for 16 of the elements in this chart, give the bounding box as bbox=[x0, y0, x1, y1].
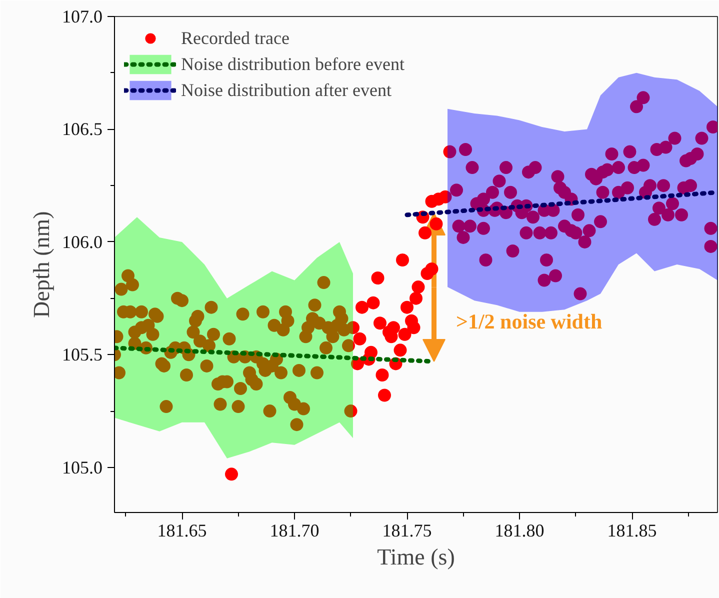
annotation: >1/2 noise width bbox=[456, 309, 602, 334]
legend-label: Recorded trace bbox=[181, 28, 290, 48]
x-tick-label: 181.85 bbox=[607, 520, 657, 540]
y-tick-label: 106.5 bbox=[62, 119, 102, 140]
legend-label: Noise distribution after event bbox=[181, 80, 392, 100]
x-tick-label: 181.70 bbox=[270, 520, 320, 540]
x-axis-title: Time (s) bbox=[377, 544, 455, 570]
y-tick-label: 105.0 bbox=[62, 457, 102, 478]
legend-label: Noise distribution before event bbox=[181, 54, 404, 74]
x-tick-label: 181.80 bbox=[494, 520, 544, 540]
y-tick-label: 105.5 bbox=[62, 344, 102, 365]
y-tick-label: 107.0 bbox=[62, 6, 102, 26]
x-tick-label: 181.75 bbox=[382, 520, 432, 540]
x-tick-label: 181.65 bbox=[157, 520, 207, 540]
y-axis-title: Depth (nm) bbox=[29, 211, 54, 318]
y-tick-label: 106.0 bbox=[62, 232, 102, 252]
